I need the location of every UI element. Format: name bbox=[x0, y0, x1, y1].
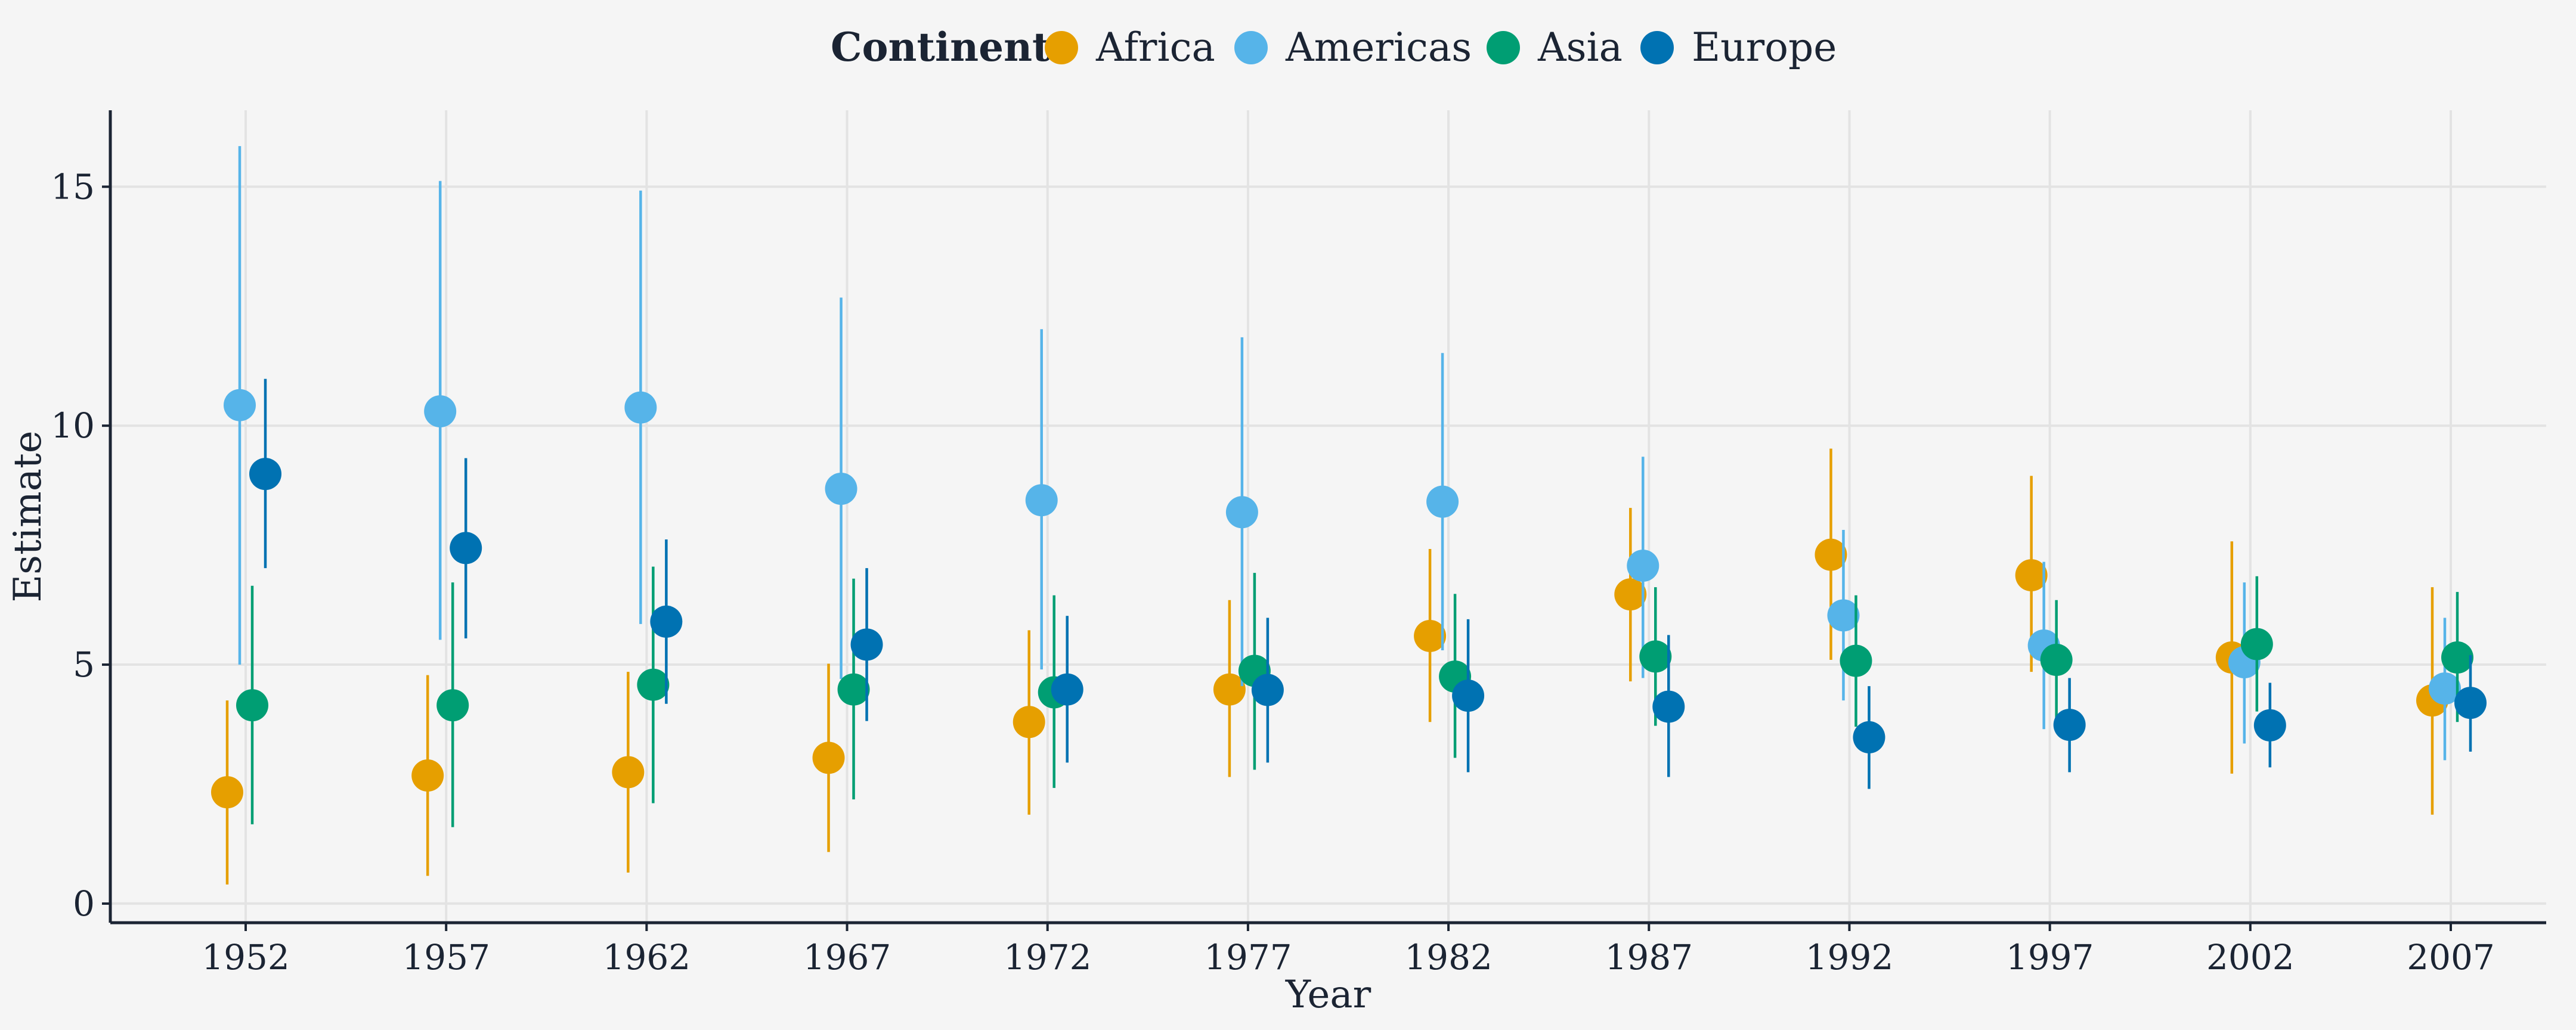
point-asia bbox=[1840, 644, 1872, 677]
point-europe bbox=[1251, 674, 1284, 706]
legend-label-americas: Americas bbox=[1285, 24, 1472, 70]
point-africa bbox=[1815, 538, 1847, 571]
point-africa bbox=[2015, 559, 2048, 592]
point-africa bbox=[1614, 578, 1647, 611]
point-europe bbox=[249, 458, 281, 491]
point-europe bbox=[2053, 709, 2086, 742]
point-africa bbox=[1013, 706, 1045, 739]
legend-label-europe: Europe bbox=[1692, 24, 1837, 70]
legend: Continent Africa Americas Asia Europe bbox=[831, 24, 1837, 70]
x-tick-label: 1987 bbox=[1605, 937, 1693, 978]
legend-key-europe bbox=[1640, 31, 1674, 64]
x-tick-label: 2002 bbox=[2206, 937, 2295, 978]
y-axis-title: Estimate bbox=[6, 430, 50, 602]
point-americas bbox=[1827, 599, 1860, 632]
point-africa bbox=[211, 776, 243, 809]
point-europe bbox=[2454, 687, 2487, 719]
x-tick-label: 1967 bbox=[803, 937, 891, 978]
point-africa bbox=[411, 759, 444, 792]
point-asia bbox=[2441, 641, 2473, 674]
point-americas bbox=[624, 391, 657, 424]
legend-key-asia bbox=[1487, 31, 1520, 64]
axes: 0 5 10 15 1952 1957 1962 1967 1972 1977 1982 1987 19… bbox=[6, 110, 2546, 1017]
x-tick-label: 1982 bbox=[1404, 937, 1493, 978]
x-tick-label: 1972 bbox=[1004, 937, 1092, 978]
point-americas bbox=[1025, 484, 1058, 517]
point-asia bbox=[436, 689, 469, 722]
point-asia bbox=[1639, 640, 1672, 673]
point-asia bbox=[2040, 644, 2073, 677]
grid-lines bbox=[110, 110, 2546, 923]
x-axis-title: Year bbox=[1285, 973, 1371, 1017]
legend-key-africa bbox=[1045, 31, 1078, 64]
point-europe bbox=[1652, 690, 1685, 723]
point-americas bbox=[1426, 485, 1459, 518]
point-europe bbox=[450, 532, 482, 564]
x-tick-label: 1997 bbox=[2006, 937, 2094, 978]
point-europe bbox=[850, 628, 883, 661]
point-africa bbox=[612, 756, 645, 789]
point-asia bbox=[837, 673, 870, 706]
point-americas bbox=[1225, 496, 1258, 529]
data-marks bbox=[211, 146, 2487, 885]
point-asia bbox=[2240, 628, 2273, 660]
point-americas bbox=[424, 395, 457, 428]
legend-label-asia: Asia bbox=[1537, 24, 1623, 70]
point-africa bbox=[1414, 619, 1447, 652]
x-tick-label: 1992 bbox=[1806, 937, 1894, 978]
point-asia bbox=[236, 689, 268, 722]
point-europe bbox=[1853, 721, 1885, 753]
x-tick-label: 1977 bbox=[1204, 937, 1292, 978]
x-tick-label: 2007 bbox=[2407, 937, 2495, 978]
point-europe bbox=[650, 605, 683, 638]
y-tick-label: 15 bbox=[51, 166, 95, 207]
point-europe bbox=[2253, 709, 2286, 742]
point-europe bbox=[1452, 680, 1485, 712]
legend-label-africa: Africa bbox=[1095, 24, 1215, 70]
point-americas bbox=[224, 389, 256, 421]
x-tick-label: 1952 bbox=[202, 937, 290, 978]
y-tick-label: 5 bbox=[73, 644, 95, 685]
point-europe bbox=[1051, 673, 1083, 706]
y-tick-label: 10 bbox=[51, 405, 95, 446]
legend-key-americas bbox=[1234, 31, 1268, 64]
x-tick-label: 1957 bbox=[402, 937, 490, 978]
legend-title: Continent bbox=[831, 24, 1051, 70]
point-africa bbox=[1213, 673, 1246, 706]
point-americas bbox=[2429, 672, 2461, 705]
point-asia bbox=[637, 668, 670, 701]
point-americas bbox=[1627, 550, 1659, 582]
point-americas bbox=[825, 472, 857, 505]
point-africa bbox=[812, 742, 845, 774]
y-tick-label: 0 bbox=[73, 883, 95, 924]
x-tick-label: 1962 bbox=[603, 937, 691, 978]
